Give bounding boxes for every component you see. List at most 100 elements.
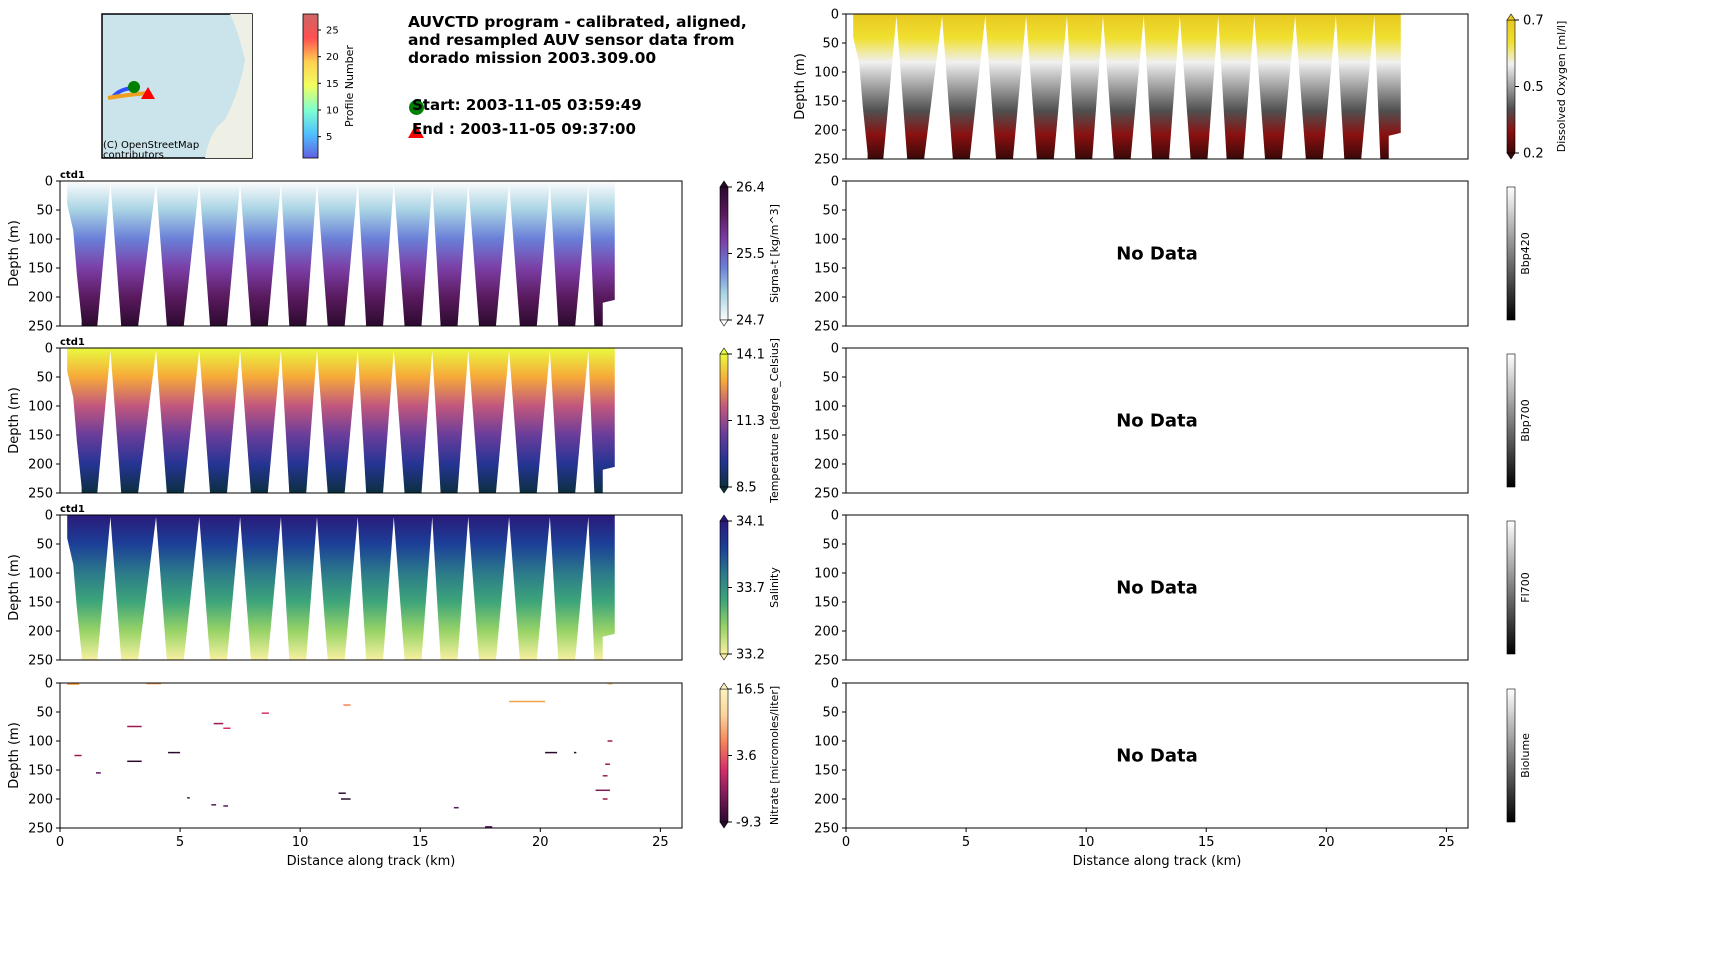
y-tick-label: 150 xyxy=(814,262,839,277)
y-tick-label: 250 xyxy=(28,487,53,502)
axes-frame xyxy=(845,514,1469,661)
y-tick-label: 50 xyxy=(822,204,839,219)
colorbar-label: Fl700 xyxy=(1519,572,1532,602)
panel-label: ctd1 xyxy=(60,337,85,348)
colorbar-temperature: 14.1 11.3 8.5 Temperature [degree_Celsius] xyxy=(719,338,781,504)
y-tick-label: 50 xyxy=(822,706,839,721)
profile-gap xyxy=(183,350,211,494)
no-data-label: No Data xyxy=(1116,578,1198,599)
profile-gap xyxy=(138,517,167,661)
profile-gap xyxy=(267,350,290,494)
y-tick-label: 100 xyxy=(28,233,53,248)
y-tick-label: 250 xyxy=(814,153,839,168)
colorbar-tick: 0.2 xyxy=(1523,147,1544,162)
y-tick-label: 0 xyxy=(831,175,839,190)
colorbar-label: Bbp700 xyxy=(1519,399,1532,442)
profile-gap xyxy=(495,183,520,327)
panel-label: ctd1 xyxy=(60,170,85,181)
y-tick-label: 150 xyxy=(28,596,53,611)
y-axis-label: Depth (m) xyxy=(7,387,22,454)
colorbar-label: Bbp420 xyxy=(1519,232,1532,275)
y-axis-label: Depth (m) xyxy=(7,722,22,789)
profile-gap xyxy=(226,350,251,494)
profile-gap xyxy=(226,517,251,661)
profile-gap xyxy=(883,16,908,160)
axes-frame xyxy=(59,682,683,829)
x-tick-label: 20 xyxy=(532,835,549,850)
y-tick-label: 250 xyxy=(28,822,53,837)
profile-gap xyxy=(457,517,480,661)
profile-colorbar-label: Profile Number xyxy=(343,45,356,127)
no-data-label: No Data xyxy=(1116,244,1198,265)
profile-gap xyxy=(575,517,595,661)
colorbar-tick: 33.7 xyxy=(736,581,765,596)
panel-fl700: 0 50 100 150 200 250 No Data Fl700 xyxy=(814,509,1532,669)
profile-gap xyxy=(1322,16,1345,160)
axes-frame xyxy=(59,347,683,494)
profile-gap xyxy=(306,350,328,494)
axes-frame xyxy=(59,180,683,327)
profile-gap xyxy=(457,350,480,494)
profile-gap xyxy=(267,517,290,661)
panel-sigma-t: ctd1 0 50 100 150 200 250 Depth (m) 26.4 25.5 24.7… xyxy=(7,170,781,335)
y-tick-label: 200 xyxy=(814,291,839,306)
y-tick-label: 150 xyxy=(28,429,53,444)
profile-gap xyxy=(1207,16,1227,160)
profile-gap xyxy=(421,517,441,661)
colorbar-nitrate: 16.5 3.6 -9.3 Nitrate [micromoles/liter] xyxy=(719,682,781,831)
profile-gap xyxy=(1169,16,1191,160)
y-tick-label: 200 xyxy=(814,458,839,473)
colorbar-tick: 24.7 xyxy=(736,314,765,329)
profile-gap xyxy=(183,517,211,661)
end-marker-icon xyxy=(141,87,155,99)
profile-gap xyxy=(97,517,122,661)
colorbar-tick: 0.7 xyxy=(1523,14,1544,29)
profile-gap xyxy=(306,183,328,327)
profile-gap xyxy=(1130,16,1153,160)
profile-tick: 20 xyxy=(326,52,339,63)
profile-gap xyxy=(344,350,367,494)
x-tick-label: 15 xyxy=(1198,835,1215,850)
y-tick-label: 250 xyxy=(814,654,839,669)
profile-gap xyxy=(421,350,441,494)
y-tick-label: 50 xyxy=(822,538,839,553)
axes-frame xyxy=(845,180,1469,327)
y-axis-label: Depth (m) xyxy=(7,554,22,621)
profile-gap xyxy=(575,183,595,327)
y-tick-label: 50 xyxy=(36,538,53,553)
y-tick-label: 50 xyxy=(822,371,839,386)
panel-temperature: ctd1 0 50 100 150 200 250 Depth (m) 14.1 11.3 8.5 T… xyxy=(7,337,781,504)
y-tick-label: 250 xyxy=(28,320,53,335)
profile-gap xyxy=(536,517,559,661)
y-tick-label: 150 xyxy=(28,764,53,779)
profile-gap xyxy=(344,183,367,327)
colorbar-bbp700: Bbp700 xyxy=(1506,353,1532,488)
profile-gap xyxy=(267,183,290,327)
panel-salinity: ctd1 0 50 100 150 200 250 Depth (m) 34.1 33.7 33.2… xyxy=(7,504,781,669)
colorbar-tick: 3.6 xyxy=(736,749,757,764)
panel-dissolved-oxygen: 0 50 100 150 200 250 Depth (m) 0.7 0.5 0.2 Dissolv… xyxy=(793,8,1568,168)
y-tick-label: 150 xyxy=(28,262,53,277)
profile-gap xyxy=(383,517,405,661)
x-tick-label: 15 xyxy=(412,835,429,850)
start-marker-icon xyxy=(409,100,424,115)
profile-gap xyxy=(924,16,953,160)
y-tick-label: 200 xyxy=(28,291,53,306)
profile-gap xyxy=(1012,16,1037,160)
map-attribution: contributors xyxy=(103,150,164,161)
y-tick-label: 100 xyxy=(28,567,53,582)
colorbar-biolume: Biolume xyxy=(1506,688,1532,823)
figure-title: AUVCTD program - calibrated, aligned, an… xyxy=(408,13,747,67)
no-data-label: No Data xyxy=(1116,411,1198,432)
y-axis-label: Depth (m) xyxy=(7,220,22,287)
colorbar-dissolved-oxygen: 0.7 0.5 0.2 Dissolved Oxygen [ml/l] xyxy=(1506,13,1568,162)
profile-gap xyxy=(1281,16,1306,160)
y-tick-label: 0 xyxy=(45,342,53,357)
profile-gap xyxy=(138,350,167,494)
x-tick-label: 20 xyxy=(1318,835,1335,850)
y-tick-label: 0 xyxy=(45,175,53,190)
x-tick-label: 10 xyxy=(292,835,309,850)
y-tick-label: 0 xyxy=(831,342,839,357)
